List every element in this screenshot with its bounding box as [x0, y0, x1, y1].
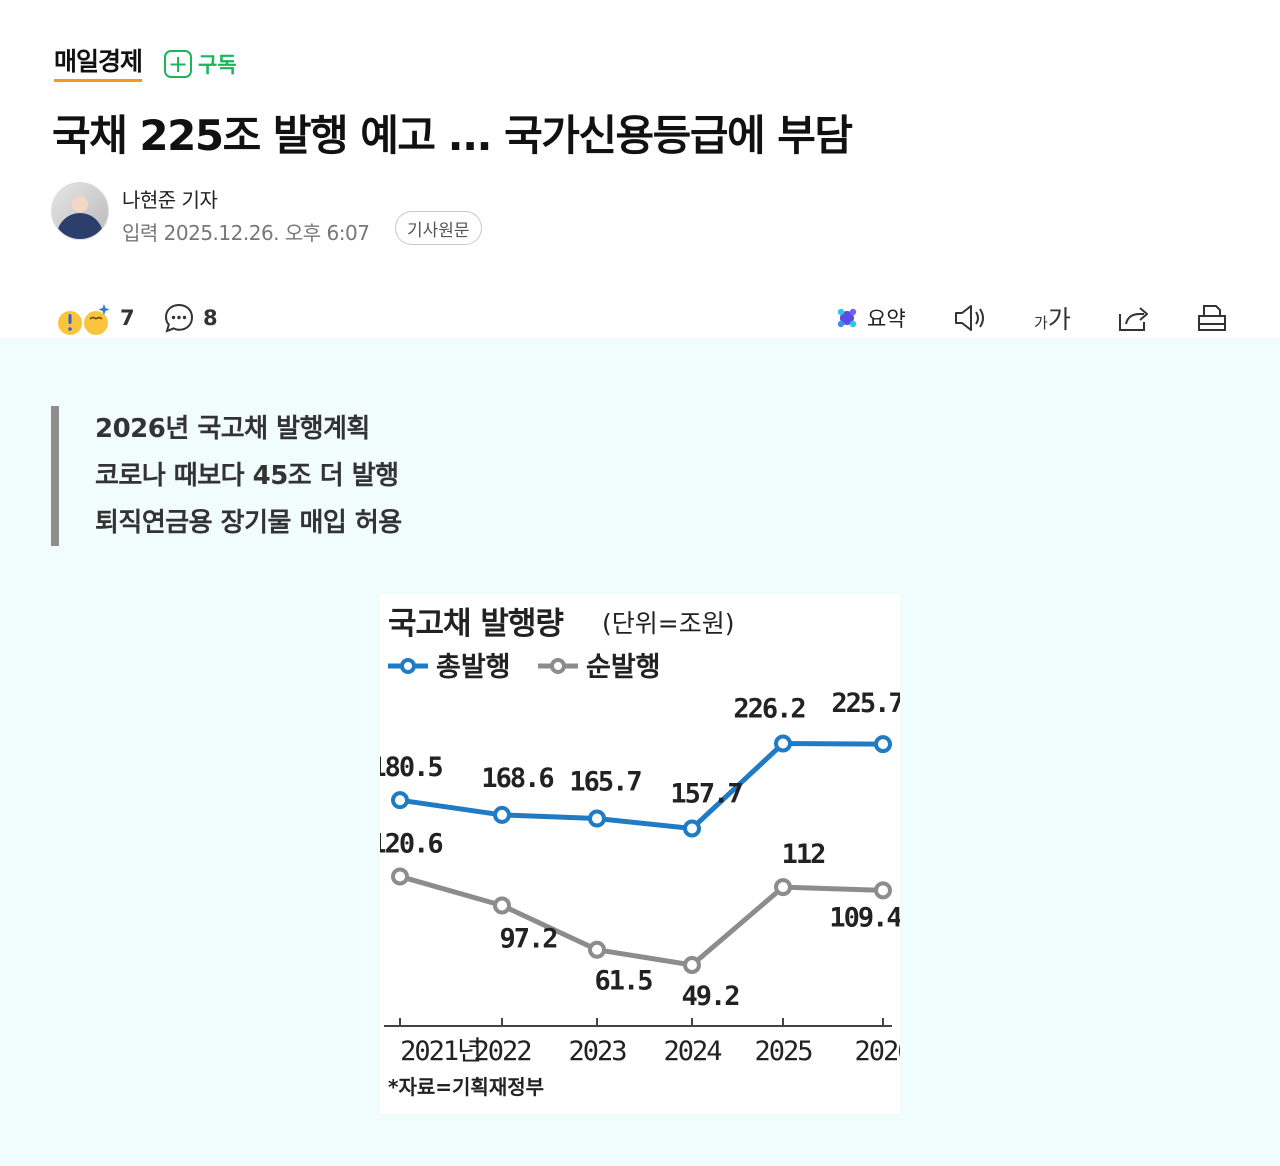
chart-source: *자료=기획재정부 [388, 1075, 544, 1099]
print-button[interactable] [1196, 296, 1228, 340]
data-label: 225.7 [831, 688, 900, 719]
font-size-small-label: 가 [1034, 313, 1048, 332]
print-icon [1198, 305, 1226, 331]
data-label: 168.6 [481, 763, 553, 794]
data-label: 180.5 [380, 752, 442, 783]
summary-label: 요약 [867, 307, 906, 331]
data-point [391, 791, 409, 810]
subheading-2: 코로나 때보다 45조 더 발행 [95, 461, 399, 491]
chart-legend: 총발행 순발행 [388, 652, 661, 683]
x-tick-label: 2025 [754, 1036, 812, 1067]
bond-issuance-chart: 국고채 발행량 (단위=조원) 총발행 순발행 2021년 2022 2023 202… [370, 594, 914, 1114]
comment-count: 8 [203, 306, 218, 330]
reporter-avatar[interactable] [51, 182, 109, 240]
subheading-3: 퇴직연금용 장기물 매입 허용 [95, 508, 402, 538]
original-article-button[interactable]: 기사원문 [395, 211, 482, 245]
data-label: 226.2 [733, 694, 805, 725]
data-label: 112 [782, 839, 826, 870]
data-point [683, 819, 701, 838]
x-tick-label: 2023 [568, 1036, 626, 1067]
x-tick-label: 2026 [854, 1036, 900, 1067]
data-point [683, 955, 701, 974]
reaction-emoji-icon [58, 304, 110, 335]
series-line-total [399, 741, 884, 831]
summary-button[interactable]: 요약 [833, 296, 906, 340]
subscribe-label: 구독 [198, 53, 237, 77]
x-tick-label: 2024 [663, 1036, 721, 1067]
press-logo[interactable]: 매일경제 [54, 46, 143, 82]
share-icon [1119, 307, 1148, 331]
data-point [493, 896, 511, 915]
comment-icon [164, 303, 194, 333]
x-tick-label: 2022 [473, 1036, 530, 1067]
data-point [391, 867, 409, 886]
subheading-1: 2026년 국고채 발행계획 [95, 414, 370, 444]
text-to-speech-button[interactable] [953, 296, 989, 340]
data-point [774, 878, 792, 897]
data-point [874, 735, 892, 754]
data-label: 109.4 [829, 902, 900, 933]
share-button[interactable] [1116, 296, 1152, 340]
speaker-icon [955, 305, 984, 331]
data-point [493, 805, 511, 824]
x-tick-label: 2021년 [400, 1036, 480, 1067]
reporter-name[interactable]: 나현준 기자 [122, 188, 218, 212]
data-label: 97.2 [499, 923, 557, 954]
font-size-large-label: 가 [1047, 305, 1071, 334]
data-point [874, 881, 892, 900]
data-label: 165.7 [569, 767, 641, 798]
data-point [588, 940, 606, 959]
ai-summary-icon [837, 308, 857, 328]
data-point [588, 809, 606, 828]
press-header: 매일경제 + 구독 [54, 46, 237, 82]
publish-date: 입력 2025.12.26. 오후 6:07 [122, 221, 370, 245]
data-label: 120.6 [380, 828, 442, 859]
data-label: 49.2 [681, 981, 739, 1012]
comment-button[interactable]: 8 [163, 296, 218, 340]
series-line-net [399, 874, 884, 968]
reaction-count: 7 [120, 306, 135, 330]
data-label: 61.5 [594, 966, 652, 997]
article-subheadings: 2026년 국고채 발행계획 코로나 때보다 45조 더 발행 퇴직연금용 장기… [51, 406, 402, 546]
legend-net: 순발행 [586, 652, 661, 683]
plus-icon: + [164, 50, 193, 78]
subscribe-button[interactable]: + 구독 [164, 49, 237, 79]
article-headline: 국채 225조 발행 예고 ... 국가신용등급에 부담 [52, 111, 853, 160]
font-size-button[interactable]: 가 가 [1034, 296, 1071, 340]
chart-unit: (단위=조원) [602, 609, 734, 638]
data-label: 157.7 [670, 778, 742, 809]
article-toolbar: 7 8 요약 가 가 [0, 296, 1280, 340]
reaction-button[interactable]: 7 [56, 296, 135, 340]
chart-title: 국고채 발행량 [388, 606, 563, 642]
legend-total: 총발행 [436, 652, 511, 683]
data-point [774, 734, 792, 753]
